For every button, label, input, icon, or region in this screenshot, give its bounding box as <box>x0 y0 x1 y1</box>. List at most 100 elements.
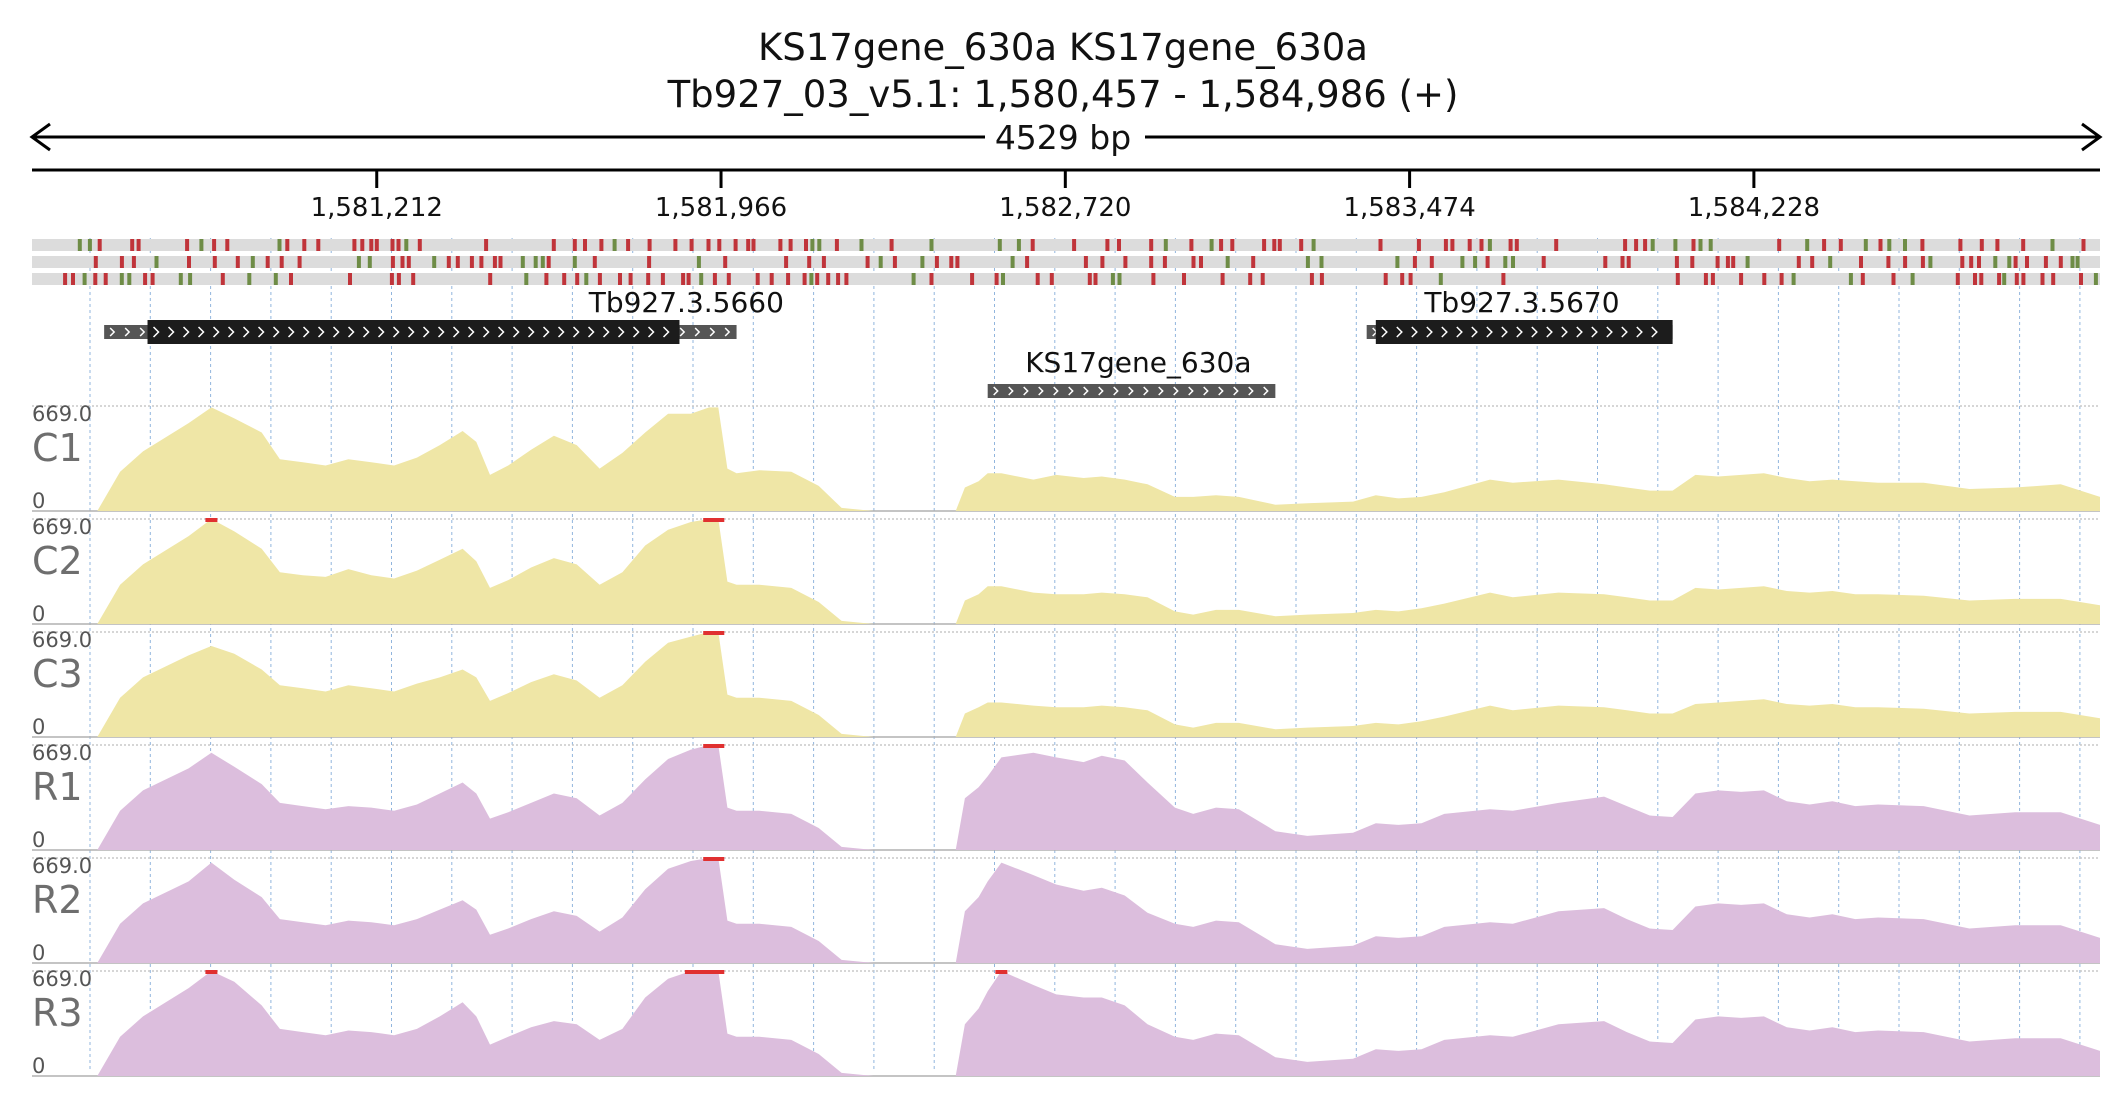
strand-chevron-icon <box>1113 386 1119 396</box>
variant-mark <box>1715 256 1720 268</box>
strand-chevron-icon <box>1396 326 1403 338</box>
variant-mark <box>1796 256 1801 268</box>
variant-mark <box>1514 239 1519 251</box>
strand-chevron-icon <box>482 326 490 338</box>
variant-mark <box>1087 273 1092 285</box>
strand-chevron-icon <box>1561 326 1568 338</box>
variant-mark <box>396 273 401 285</box>
variant-mark <box>1072 239 1077 251</box>
variant-mark <box>1450 239 1455 251</box>
strand-chevron-icon <box>724 327 731 337</box>
variant-mark <box>524 273 529 285</box>
track-max-label: 669.0 <box>32 967 92 991</box>
track-name: C2 <box>32 539 83 583</box>
variant-mark <box>1979 239 1984 251</box>
span-arrow-right-icon <box>2081 122 2103 152</box>
variant-mark <box>1260 273 1265 285</box>
variant-mark <box>1503 256 1508 268</box>
variant-mark <box>1016 239 1021 251</box>
track-min-label: 0 <box>32 489 45 513</box>
strand-chevron-icon <box>679 327 686 337</box>
variant-mark <box>1149 256 1154 268</box>
variant-mark <box>1416 239 1421 251</box>
variant-mark <box>225 239 230 251</box>
variant-mark <box>1620 256 1625 268</box>
track-c3: 669.0 0 C3 <box>32 628 2100 739</box>
strand-chevron-icon <box>1456 326 1463 338</box>
variant-mark <box>82 273 87 285</box>
variant-mark <box>2025 256 2029 268</box>
strand-chevron-icon <box>602 326 610 338</box>
variant-mark <box>804 239 808 251</box>
variant-mark <box>1891 273 1896 285</box>
variant-mark <box>865 256 870 268</box>
variant-mark <box>1675 273 1680 285</box>
variant-mark <box>1149 239 1154 251</box>
variant-mark <box>369 239 374 251</box>
span-ruler: 4529 bp <box>29 118 2103 157</box>
variant-mark <box>1886 256 1891 268</box>
strand-chevron-icon <box>497 326 505 338</box>
variant-mark <box>1779 273 1784 285</box>
variant-mark <box>1209 239 1214 251</box>
track-name: R2 <box>32 878 83 922</box>
variant-mark <box>390 239 395 251</box>
clip-indicator <box>205 970 218 974</box>
variant-mark <box>279 256 284 268</box>
gene-cds <box>1375 320 1673 344</box>
variant-mark <box>297 256 302 268</box>
clip-indicator <box>684 970 725 974</box>
strand-chevron-icon <box>1143 386 1149 396</box>
track-c1: 669.0 0 C1 <box>32 402 2100 513</box>
variant-mark <box>592 256 597 268</box>
variant-mark <box>1473 256 1478 268</box>
variant-mark <box>809 273 814 285</box>
variant-mark <box>2013 256 2018 268</box>
gene-tb927-3-5670: Tb927.3.5670 <box>1366 286 1673 344</box>
strand-chevron-icon <box>257 326 265 338</box>
variant-mark <box>575 273 580 285</box>
variant-mark <box>1725 256 1730 268</box>
variant-mark <box>544 273 549 285</box>
variant-mark <box>1443 239 1448 251</box>
track-name: C3 <box>32 652 83 696</box>
variant-mark <box>1860 273 1865 285</box>
strand-chevron-icon <box>227 326 235 338</box>
variant-mark <box>1643 239 1648 251</box>
clip-indicator <box>995 970 1008 974</box>
variant-mark <box>469 256 474 268</box>
variant-mark <box>1309 273 1314 285</box>
variant-mark <box>1049 273 1054 285</box>
variant-mark <box>1438 273 1443 285</box>
variant-mark <box>810 239 815 251</box>
strand-chevron-icon <box>527 326 535 338</box>
strand-chevron-icon <box>152 326 160 338</box>
variant-mark <box>187 256 191 268</box>
title-line-2: Tb927_03_v5.1: 1,580,457 - 1,584,986 (+) <box>667 73 1459 116</box>
variant-mark <box>2021 273 2026 285</box>
variant-mark <box>367 256 372 268</box>
strand-chevron-icon <box>317 326 325 338</box>
strand-chevron-icon <box>287 326 295 338</box>
gene-track: Tb927.3.5660 Tb927.3.5670 KS17gene_630a <box>104 286 1673 398</box>
variant-mark <box>1993 256 1998 268</box>
track-name: R3 <box>32 991 83 1035</box>
coverage-area <box>32 407 2100 511</box>
variant-mark <box>1805 239 1810 251</box>
variant-mark <box>1219 239 1224 251</box>
variant-mark <box>949 256 954 268</box>
variant-mark <box>821 256 826 268</box>
variant-mark <box>1277 239 1282 251</box>
variant-mark <box>572 239 577 251</box>
strand-chevron-icon <box>1083 386 1089 396</box>
strand-chevron-icon <box>1426 326 1433 338</box>
clip-indicator <box>703 744 725 748</box>
strand-chevron-icon <box>422 326 430 338</box>
variant-mark <box>746 239 751 251</box>
strand-chevron-icon <box>124 327 131 337</box>
variant-mark <box>1960 256 1965 268</box>
variant-mark <box>2014 273 2019 285</box>
variant-mark <box>265 256 270 268</box>
variant-mark <box>955 256 960 268</box>
variant-mark <box>647 239 652 251</box>
